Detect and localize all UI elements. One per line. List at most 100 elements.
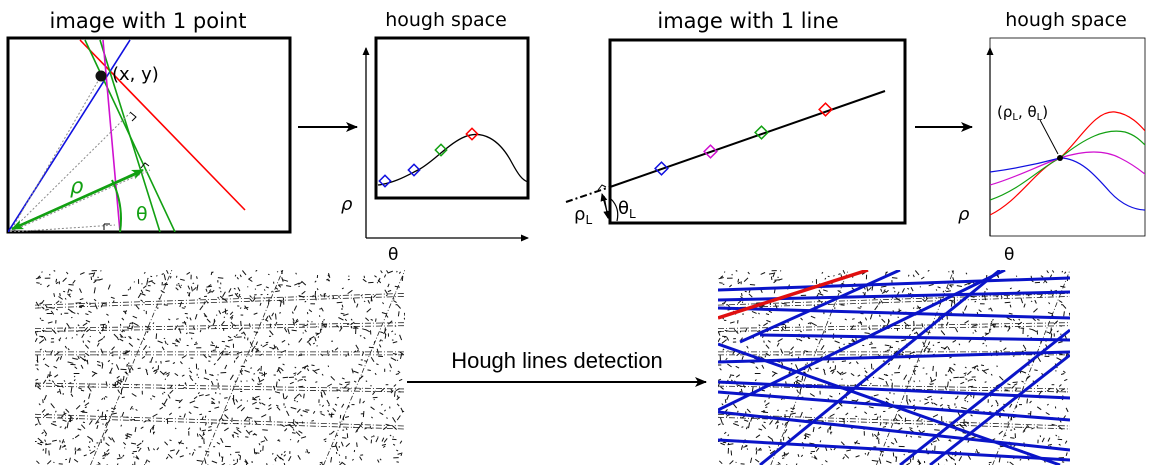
edge-speckle <box>294 282 300 286</box>
edge-speckle <box>116 380 122 385</box>
edge-structure-line <box>35 385 405 393</box>
edge-speckle <box>304 329 307 333</box>
edge-speckle <box>903 453 905 456</box>
edge-speckle <box>726 394 730 401</box>
edge-speckle <box>128 367 131 373</box>
edge-speckle <box>964 305 968 311</box>
edge-speckle <box>65 448 67 450</box>
edge-speckle <box>145 368 148 372</box>
edge-speckle <box>192 286 197 291</box>
edge-speckle <box>964 396 968 400</box>
edge-speckle <box>147 418 151 422</box>
detected-blue-line <box>929 353 1070 465</box>
right-angle-mark-2 <box>140 162 150 169</box>
edge-speckle <box>164 398 168 404</box>
edge-speckle <box>331 349 334 352</box>
edge-speckle <box>743 277 749 282</box>
edge-speckle <box>248 430 253 434</box>
edge-speckle <box>894 290 896 293</box>
edge-speckle <box>765 313 770 316</box>
edge-speckle <box>1020 297 1024 304</box>
edge-speckle <box>854 441 861 445</box>
edge-speckle <box>306 338 312 343</box>
edge-speckle <box>295 318 299 322</box>
edge-speckle <box>186 292 189 294</box>
edge-speckle <box>164 282 168 285</box>
edge-speckle <box>48 379 51 382</box>
edge-speckle <box>921 323 924 328</box>
edge-speckle <box>59 426 62 428</box>
edge-speckle <box>923 349 926 352</box>
edge-speckle <box>178 398 183 404</box>
edge-speckle <box>818 426 822 430</box>
edge-speckle <box>368 346 374 349</box>
edge-speckle <box>41 271 43 273</box>
edge-speckle <box>163 371 167 375</box>
edge-speckle <box>384 409 386 412</box>
edge-speckle <box>78 387 82 390</box>
edge-speckle <box>133 281 135 283</box>
edge-speckle <box>359 456 363 461</box>
edge-speckle <box>254 420 258 425</box>
edge-speckle <box>359 388 362 391</box>
edge-speckle <box>292 321 295 326</box>
right-angle-mark-4 <box>31 230 38 232</box>
edge-speckle <box>1056 390 1060 394</box>
edge-speckle <box>87 435 93 440</box>
edge-speckle <box>145 325 151 330</box>
edge-speckle <box>868 326 871 331</box>
edge-speckle <box>157 340 163 344</box>
edge-speckle <box>68 414 73 419</box>
edge-speckle <box>876 416 879 420</box>
edge-speckle <box>189 317 192 321</box>
edge-speckle <box>298 385 304 388</box>
edge-speckle <box>276 406 281 411</box>
edge-speckle <box>1051 423 1056 426</box>
edge-speckle <box>109 367 113 374</box>
edge-speckle <box>233 431 239 435</box>
edge-speckle <box>84 402 90 407</box>
edge-speckle <box>166 270 169 274</box>
edge-speckle <box>67 308 73 313</box>
edge-speckle <box>894 437 898 444</box>
edge-speckle <box>1013 383 1018 386</box>
edge-speckle <box>991 319 994 321</box>
edge-speckle <box>719 330 722 333</box>
edge-speckle <box>280 349 287 354</box>
edge-speckle <box>954 327 959 333</box>
edge-speckle <box>393 384 397 387</box>
edge-speckle <box>334 441 338 446</box>
edge-speckle <box>75 405 81 410</box>
edge-speckle <box>51 329 57 334</box>
edge-speckle <box>770 276 773 280</box>
edge-speckle <box>208 426 212 428</box>
edge-speckle <box>1064 271 1067 274</box>
edge-speckle <box>768 310 773 314</box>
edge-speckle <box>38 403 41 406</box>
edge-speckle <box>790 354 793 357</box>
edge-speckle <box>211 400 216 405</box>
edge-speckle <box>228 288 232 293</box>
edge-speckle <box>902 351 905 354</box>
edge-speckle <box>864 332 870 334</box>
edge-speckle <box>246 417 253 419</box>
line-image-panel: image with 1 line ρL θL <box>565 9 907 227</box>
edge-speckle <box>729 321 735 324</box>
theta-label: θ <box>136 203 148 225</box>
edge-speckle <box>191 451 195 456</box>
edge-speckle <box>42 448 44 451</box>
edge-speckle <box>201 416 204 420</box>
edge-speckle <box>819 440 822 443</box>
edge-speckle <box>165 372 170 375</box>
edge-speckle <box>297 454 301 460</box>
edge-speckle <box>292 318 295 322</box>
edge-speckle <box>69 289 73 292</box>
edge-speckle <box>1051 270 1055 273</box>
edge-speckle <box>300 414 303 417</box>
edge-speckle <box>948 271 950 273</box>
edge-speckle <box>974 300 977 303</box>
edge-speckle <box>395 373 400 375</box>
edge-speckle <box>956 395 959 399</box>
edge-speckle <box>948 368 953 374</box>
edge-speckle <box>1041 437 1045 443</box>
